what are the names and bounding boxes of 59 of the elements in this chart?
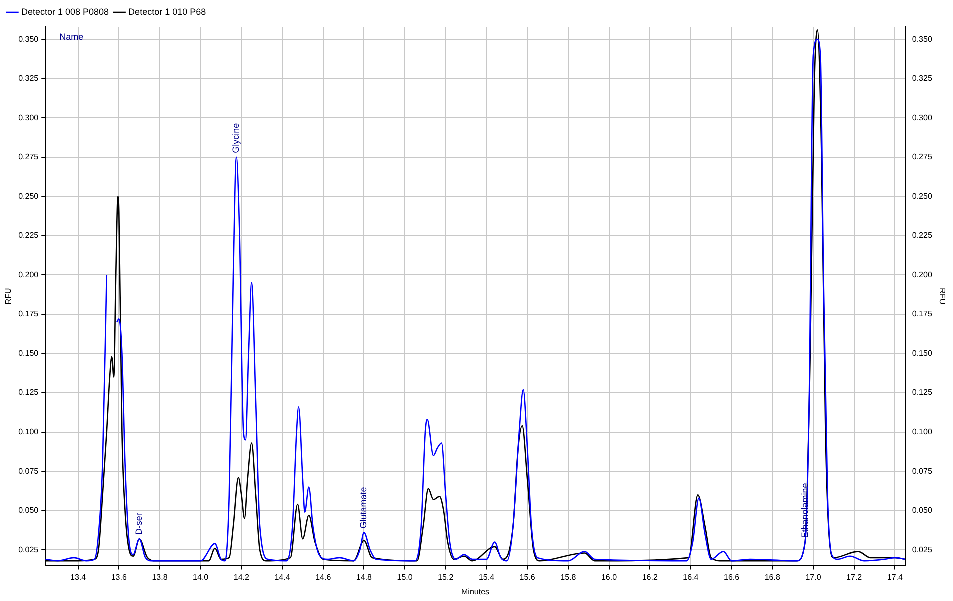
- annotation: D-ser: [134, 513, 144, 536]
- y2-tick-label: 0.325: [912, 74, 933, 84]
- y2-tick-label: 0.050: [912, 506, 933, 516]
- y-tick-label: 0.075: [18, 466, 40, 476]
- y-tick-label: 0.200: [18, 270, 40, 280]
- x-tick-label: 16.6: [724, 572, 740, 582]
- y2-tick-label: 0.350: [912, 34, 933, 44]
- y-tick-label: 0.100: [18, 427, 40, 436]
- y-tick-label: 0.325: [18, 74, 40, 84]
- x-tick-label: 17.2: [846, 572, 863, 582]
- x-tick-label: 13.8: [152, 572, 168, 582]
- y-tick-label: 0.225: [18, 231, 40, 240]
- x-tick-label: 17.0: [806, 572, 822, 582]
- x-tick-label: 13.4: [70, 572, 87, 582]
- annotation: Glutamate: [358, 487, 369, 529]
- x-tick-label: 14.2: [234, 572, 250, 582]
- x-tick-label: 14.0: [193, 572, 210, 582]
- y-tick-label: 0.350: [18, 34, 40, 44]
- y2-tick-label: 0.175: [912, 310, 933, 319]
- y2-tick-label: 0.075: [912, 466, 933, 476]
- annotation: Glycine: [231, 123, 242, 154]
- legend-label: Detector 1 008 P0808: [22, 6, 110, 17]
- y-tick-label: 0.150: [18, 348, 40, 358]
- x-axis-title: Minutes: [461, 587, 490, 596]
- annotation: Name: [60, 32, 84, 42]
- y-tick-label: 0.300: [18, 113, 40, 122]
- x-tick-label: 14.4: [274, 572, 291, 582]
- y2-tick-label: 0.200: [912, 270, 933, 280]
- x-tick-label: 15.0: [397, 572, 414, 582]
- y2-tick-label: 0.150: [912, 348, 933, 358]
- y2-tick-label: 0.225: [912, 231, 933, 240]
- x-tick-label: 13.6: [111, 572, 128, 582]
- y2-tick-label: 0.275: [912, 152, 933, 162]
- y2-tick-label: 0.025: [912, 545, 933, 554]
- legend-label: Detector 1 010 P68: [128, 6, 206, 17]
- y-axis-title: RFU: [4, 288, 14, 305]
- y2-axis-title: RFU: [938, 288, 947, 305]
- x-tick-label: 14.6: [316, 572, 332, 582]
- x-tick-label: 15.6: [520, 572, 536, 582]
- y2-tick-label: 0.300: [912, 113, 933, 122]
- y-tick-label: 0.275: [18, 152, 40, 162]
- y-tick-label: 0.175: [18, 310, 40, 319]
- y-tick-label: 0.250: [18, 192, 40, 201]
- x-tick-label: 15.8: [560, 572, 577, 582]
- y-tick-label: 0.050: [18, 506, 40, 516]
- y2-tick-label: 0.250: [912, 192, 933, 201]
- y2-tick-label: 0.100: [912, 427, 933, 436]
- x-tick-label: 16.2: [642, 572, 658, 582]
- x-tick-label: 15.4: [478, 572, 496, 582]
- x-tick-label: 16.4: [683, 572, 700, 582]
- y-tick-label: 0.025: [18, 545, 40, 554]
- annotation: Ethanolamine: [800, 483, 810, 538]
- x-tick-label: 16.8: [764, 572, 781, 582]
- x-tick-label: 17.4: [887, 572, 904, 582]
- y-tick-label: 0.125: [18, 388, 40, 398]
- x-tick-label: 14.8: [356, 572, 373, 582]
- y2-tick-label: 0.125: [912, 388, 933, 398]
- x-tick-label: 15.2: [438, 572, 454, 582]
- x-tick-label: 16.0: [601, 572, 618, 582]
